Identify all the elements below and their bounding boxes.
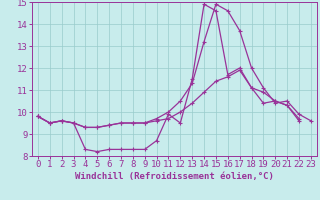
X-axis label: Windchill (Refroidissement éolien,°C): Windchill (Refroidissement éolien,°C) [75,172,274,181]
